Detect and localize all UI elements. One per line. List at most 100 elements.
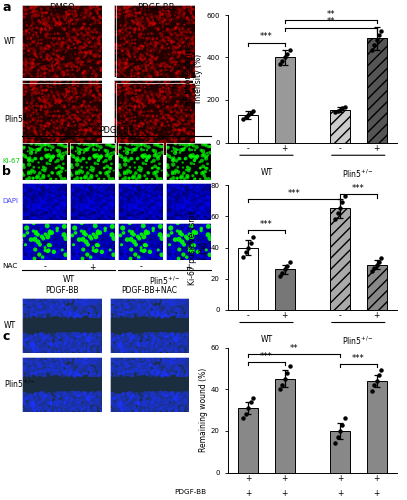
Point <box>140 39 146 47</box>
Point <box>155 154 161 162</box>
Text: PDGF-BB+NAC: PDGF-BB+NAC <box>122 286 177 295</box>
Point <box>20 252 26 260</box>
Point <box>26 136 33 144</box>
Point <box>144 230 151 238</box>
Point <box>179 179 185 187</box>
Point <box>114 58 121 66</box>
Point <box>79 250 85 258</box>
Point <box>186 130 193 138</box>
Point <box>156 366 163 374</box>
Point <box>26 64 33 72</box>
Point <box>108 182 114 190</box>
Point <box>91 404 98 411</box>
Point <box>65 330 71 338</box>
Point <box>137 186 143 194</box>
Point <box>114 306 121 314</box>
Point <box>173 256 180 264</box>
Point <box>66 354 72 362</box>
Point <box>68 190 75 198</box>
Point <box>61 24 68 32</box>
Point <box>42 30 48 38</box>
Point <box>55 128 62 136</box>
Point <box>190 192 196 200</box>
Point <box>98 192 105 200</box>
Point <box>186 4 192 12</box>
Point <box>185 25 192 33</box>
Point <box>59 113 66 121</box>
Point <box>30 190 36 198</box>
Point <box>103 242 110 250</box>
Point <box>32 2 39 10</box>
Point <box>124 6 130 14</box>
Point <box>87 228 94 236</box>
Point <box>174 252 181 260</box>
Point <box>92 397 98 405</box>
Point <box>60 91 67 99</box>
Point <box>136 33 142 41</box>
Point <box>156 138 163 145</box>
Point <box>122 246 128 254</box>
Point <box>20 330 26 338</box>
Point <box>59 179 66 187</box>
Point <box>22 206 29 214</box>
Point <box>174 203 181 211</box>
Point <box>133 199 140 207</box>
Point <box>100 216 107 224</box>
Point <box>138 308 144 316</box>
Point <box>148 21 155 29</box>
Point <box>77 296 83 304</box>
Point <box>59 145 66 153</box>
Point <box>125 106 131 114</box>
Point <box>149 137 155 145</box>
Point <box>118 188 125 196</box>
Point <box>117 64 124 72</box>
Point <box>151 404 158 412</box>
Point <box>179 139 186 147</box>
Point <box>114 136 120 144</box>
Point <box>190 220 197 228</box>
Point <box>55 204 61 212</box>
Point <box>46 206 53 214</box>
Point <box>57 96 63 104</box>
Point <box>25 334 31 342</box>
Point <box>116 238 123 246</box>
Point <box>86 38 92 46</box>
Point <box>118 182 125 190</box>
Point <box>127 114 133 122</box>
Point <box>77 312 84 320</box>
Point <box>89 222 95 230</box>
Point <box>184 256 191 264</box>
Point <box>205 232 212 240</box>
Point <box>53 56 59 64</box>
Point <box>45 6 52 14</box>
Point <box>93 250 100 258</box>
Point <box>145 212 152 220</box>
Point <box>69 220 76 228</box>
Point <box>127 240 133 248</box>
Point <box>165 79 172 87</box>
Point <box>174 236 180 244</box>
Point <box>178 348 184 356</box>
Point <box>31 196 37 204</box>
Point <box>85 242 92 250</box>
Point <box>43 96 50 104</box>
Point <box>169 16 175 24</box>
Point <box>190 229 197 237</box>
Point <box>177 236 184 244</box>
Point <box>138 185 145 193</box>
Point <box>145 140 152 148</box>
Point <box>69 148 76 156</box>
Point <box>135 254 142 262</box>
Point <box>142 180 148 188</box>
Point <box>32 61 39 69</box>
Point <box>87 238 94 246</box>
Point <box>182 2 188 10</box>
Point <box>30 362 37 370</box>
Point <box>71 61 77 69</box>
Point <box>135 140 142 148</box>
Point <box>50 194 56 202</box>
Point <box>130 240 137 248</box>
Point <box>28 302 35 310</box>
Point <box>43 209 50 217</box>
Point <box>33 230 39 237</box>
